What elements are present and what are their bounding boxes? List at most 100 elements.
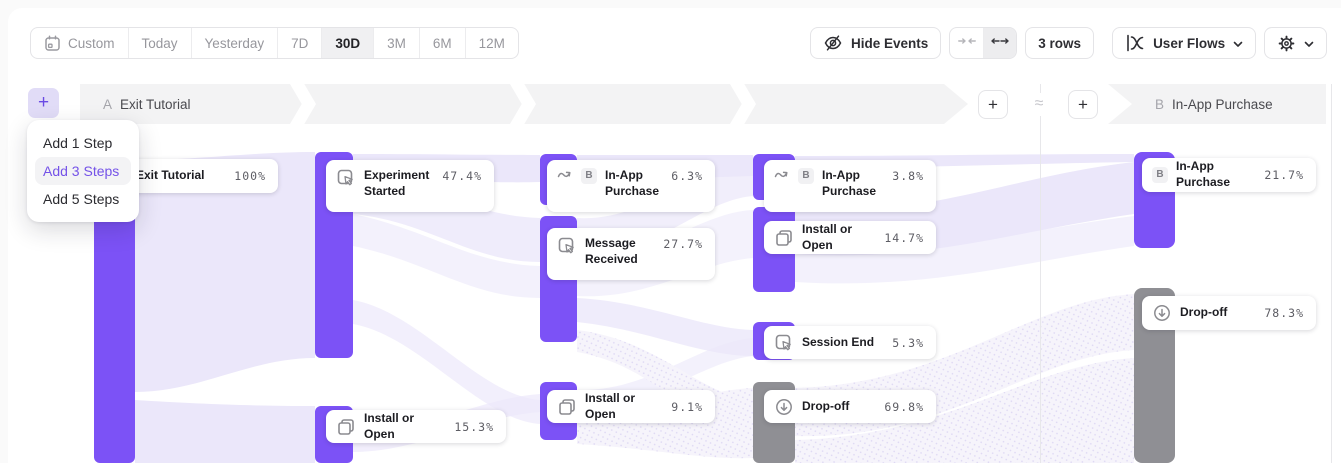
node-percentage: 21.7%	[1264, 168, 1304, 182]
node-label: Drop-off	[802, 398, 850, 413]
date-range-custom[interactable]: Custom	[31, 28, 129, 58]
cursor-click-icon	[557, 236, 577, 256]
date-range-yesterday[interactable]: Yesterday	[192, 28, 279, 58]
node-percentage: 9.1%	[671, 399, 703, 414]
node-label: Install or Open	[802, 221, 853, 252]
date-range-label: 30D	[335, 35, 361, 51]
event-badge: B	[581, 168, 597, 184]
node-percentage: 15.3%	[454, 419, 494, 434]
date-range-label: 12M	[478, 35, 505, 51]
view-selector-label: User Flows	[1153, 35, 1226, 51]
node-card-install-or-open-step3[interactable]: Install or Open 9.1%	[547, 390, 715, 423]
event-badge: B	[798, 168, 814, 184]
node-label: Install or Open	[585, 390, 636, 421]
column-divider	[1040, 84, 1041, 463]
step-b-label: B In-App Purchase	[1155, 84, 1273, 124]
node-label: Drop-off	[1180, 305, 1228, 320]
node-label: In-App Purchase	[822, 168, 877, 198]
rows-label: 3 rows	[1038, 35, 1082, 51]
arrows-in-icon	[957, 34, 976, 52]
collapse-columns-button[interactable]	[950, 28, 983, 58]
hide-events-label: Hide Events	[851, 35, 929, 51]
date-range-30d[interactable]: 30D	[322, 28, 375, 58]
arrows-out-icon	[991, 34, 1009, 52]
node-percentage: 47.4%	[442, 169, 482, 183]
chevron-down-icon	[1233, 36, 1243, 51]
settings-button[interactable]	[1264, 27, 1328, 59]
event-badge: B	[1152, 167, 1168, 183]
toolbar-right-group: Hide Events 3 rows User Flows	[810, 27, 1328, 59]
toolbar: Custom Today Yesterday 7D 30D 3M 6M 12M Hide Ev…	[0, 0, 1341, 70]
date-range-12m[interactable]: 12M	[466, 28, 518, 58]
gear-icon	[1277, 34, 1296, 53]
node-percentage: 27.7%	[663, 237, 703, 251]
right-edge-divider	[1331, 84, 1332, 463]
node-label: In-App Purchase	[1176, 159, 1231, 189]
node-label: In-App Purchase	[605, 168, 660, 198]
date-range-selector: Custom Today Yesterday 7D 30D 3M 6M 12M	[30, 27, 519, 59]
node-card-message-received[interactable]: Message Received 27.7%	[547, 228, 715, 280]
node-label: Session End	[802, 334, 875, 349]
step-band-right[interactable]	[1108, 84, 1326, 124]
add-steps-dropdown: Add 1 Step Add 3 Steps Add 5 Steps	[27, 120, 139, 222]
date-range-label: 7D	[291, 35, 309, 51]
add-step-button[interactable]: +	[28, 88, 59, 118]
node-card-drop-off-final[interactable]: Drop-off 78.3%	[1142, 296, 1316, 330]
chevron-down-icon	[1304, 36, 1314, 51]
node-label: Message Received	[585, 236, 638, 266]
step-b-prefix: B	[1155, 96, 1165, 112]
menu-item-add-1-step[interactable]: Add 1 Step	[43, 135, 113, 151]
node-label: Exit Tutorial	[136, 168, 205, 183]
node-percentage: 14.7%	[884, 230, 924, 245]
date-range-today[interactable]: Today	[129, 28, 192, 58]
node-percentage: 5.3%	[892, 335, 924, 350]
cursor-click-icon	[774, 333, 794, 353]
node-card-exit-tutorial[interactable]: Exit Tutorial 100%	[112, 159, 278, 193]
date-range-6m[interactable]: 6M	[420, 28, 466, 58]
menu-item-add-5-steps[interactable]: Add 5 Steps	[43, 191, 120, 207]
node-percentage: 6.3%	[671, 169, 703, 183]
step-a-title: Exit Tutorial	[120, 96, 191, 112]
view-selector-button[interactable]: User Flows	[1112, 27, 1257, 59]
date-range-label: 3M	[387, 35, 406, 51]
date-range-3m[interactable]: 3M	[374, 28, 420, 58]
copy-icon	[336, 417, 356, 437]
node-card-install-or-open-step2[interactable]: Install or Open 15.3%	[326, 410, 506, 443]
drop-off-icon	[774, 397, 794, 417]
step-b-title: In-App Purchase	[1172, 96, 1273, 112]
node-card-session-end[interactable]: Session End 5.3%	[764, 326, 936, 359]
rows-button[interactable]: 3 rows	[1025, 27, 1095, 59]
copy-icon	[557, 397, 577, 417]
node-card-in-app-purchase-final[interactable]: B In-App Purchase 21.7%	[1142, 158, 1316, 192]
node-label: Experiment Started	[364, 168, 430, 198]
date-range-label: Today	[141, 35, 178, 51]
node-percentage: 69.8%	[884, 399, 924, 414]
node-percentage: 3.8%	[892, 169, 924, 183]
date-range-label: Yesterday	[204, 35, 265, 51]
squiggle-arrow-icon	[557, 168, 573, 180]
hide-events-button[interactable]: Hide Events	[810, 27, 942, 59]
menu-item-add-3-steps[interactable]: Add 3 Steps	[35, 157, 131, 185]
squiggle-arrow-icon	[774, 168, 790, 180]
date-range-label: Custom	[68, 35, 115, 51]
cursor-click-icon	[336, 168, 356, 188]
step-a-prefix: A	[103, 96, 113, 112]
eye-off-icon	[823, 33, 843, 53]
user-flows-icon	[1125, 34, 1145, 52]
approx-symbol: ≈	[1025, 93, 1053, 116]
expand-columns-button[interactable]	[983, 28, 1017, 58]
calendar-icon	[44, 35, 61, 52]
node-card-install-or-open-step4[interactable]: Install or Open 14.7%	[764, 221, 936, 254]
add-column-right-button[interactable]: +	[1068, 90, 1098, 119]
add-column-left-button[interactable]: +	[978, 90, 1008, 119]
node-card-in-app-purchase-step4[interactable]: B In-App Purchase 3.8%	[764, 160, 936, 212]
date-range-7d[interactable]: 7D	[278, 28, 323, 58]
collapse-expand-toggle	[949, 27, 1018, 59]
date-range-label: 6M	[432, 35, 452, 51]
node-card-experiment-started[interactable]: Experiment Started 47.4%	[326, 160, 494, 212]
node-percentage: 100%	[234, 169, 266, 183]
node-card-drop-off-step4[interactable]: Drop-off 69.8%	[764, 390, 936, 423]
node-card-in-app-purchase-step3[interactable]: B In-App Purchase 6.3%	[547, 160, 715, 212]
node-percentage: 78.3%	[1264, 306, 1304, 320]
step-a-label: A Exit Tutorial	[103, 84, 191, 124]
